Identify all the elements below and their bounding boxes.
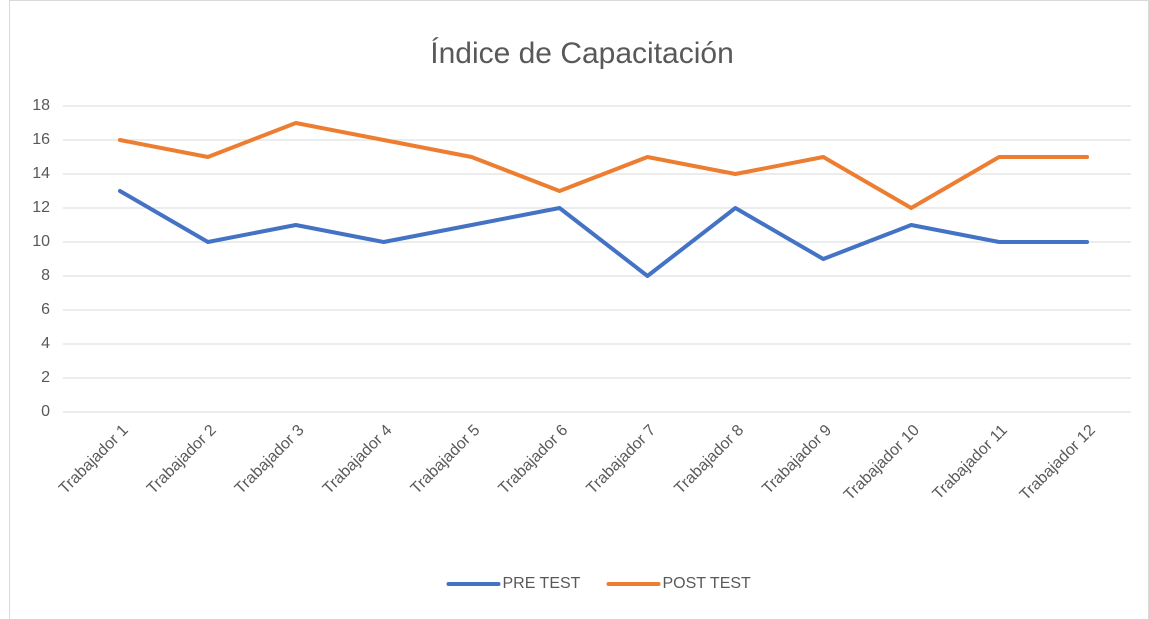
legend-label: POST TEST [663, 575, 752, 592]
y-tick-label: 10 [32, 233, 50, 250]
series-line [117, 189, 1090, 278]
y-tick-label: 14 [32, 165, 50, 182]
y-tick-label: 2 [41, 369, 50, 386]
y-tick-label: 18 [32, 97, 50, 114]
legend-label: PRE TEST [503, 575, 581, 592]
series-line [117, 121, 1090, 210]
y-tick-label: 8 [41, 267, 50, 284]
y-tick-label: 16 [32, 131, 50, 148]
y-tick-label: 0 [41, 403, 50, 420]
y-tick-label: 4 [41, 335, 50, 352]
chart-title: Índice de Capacitación [430, 37, 734, 70]
y-tick-label: 12 [32, 199, 50, 216]
y-tick-label: 6 [41, 301, 50, 318]
